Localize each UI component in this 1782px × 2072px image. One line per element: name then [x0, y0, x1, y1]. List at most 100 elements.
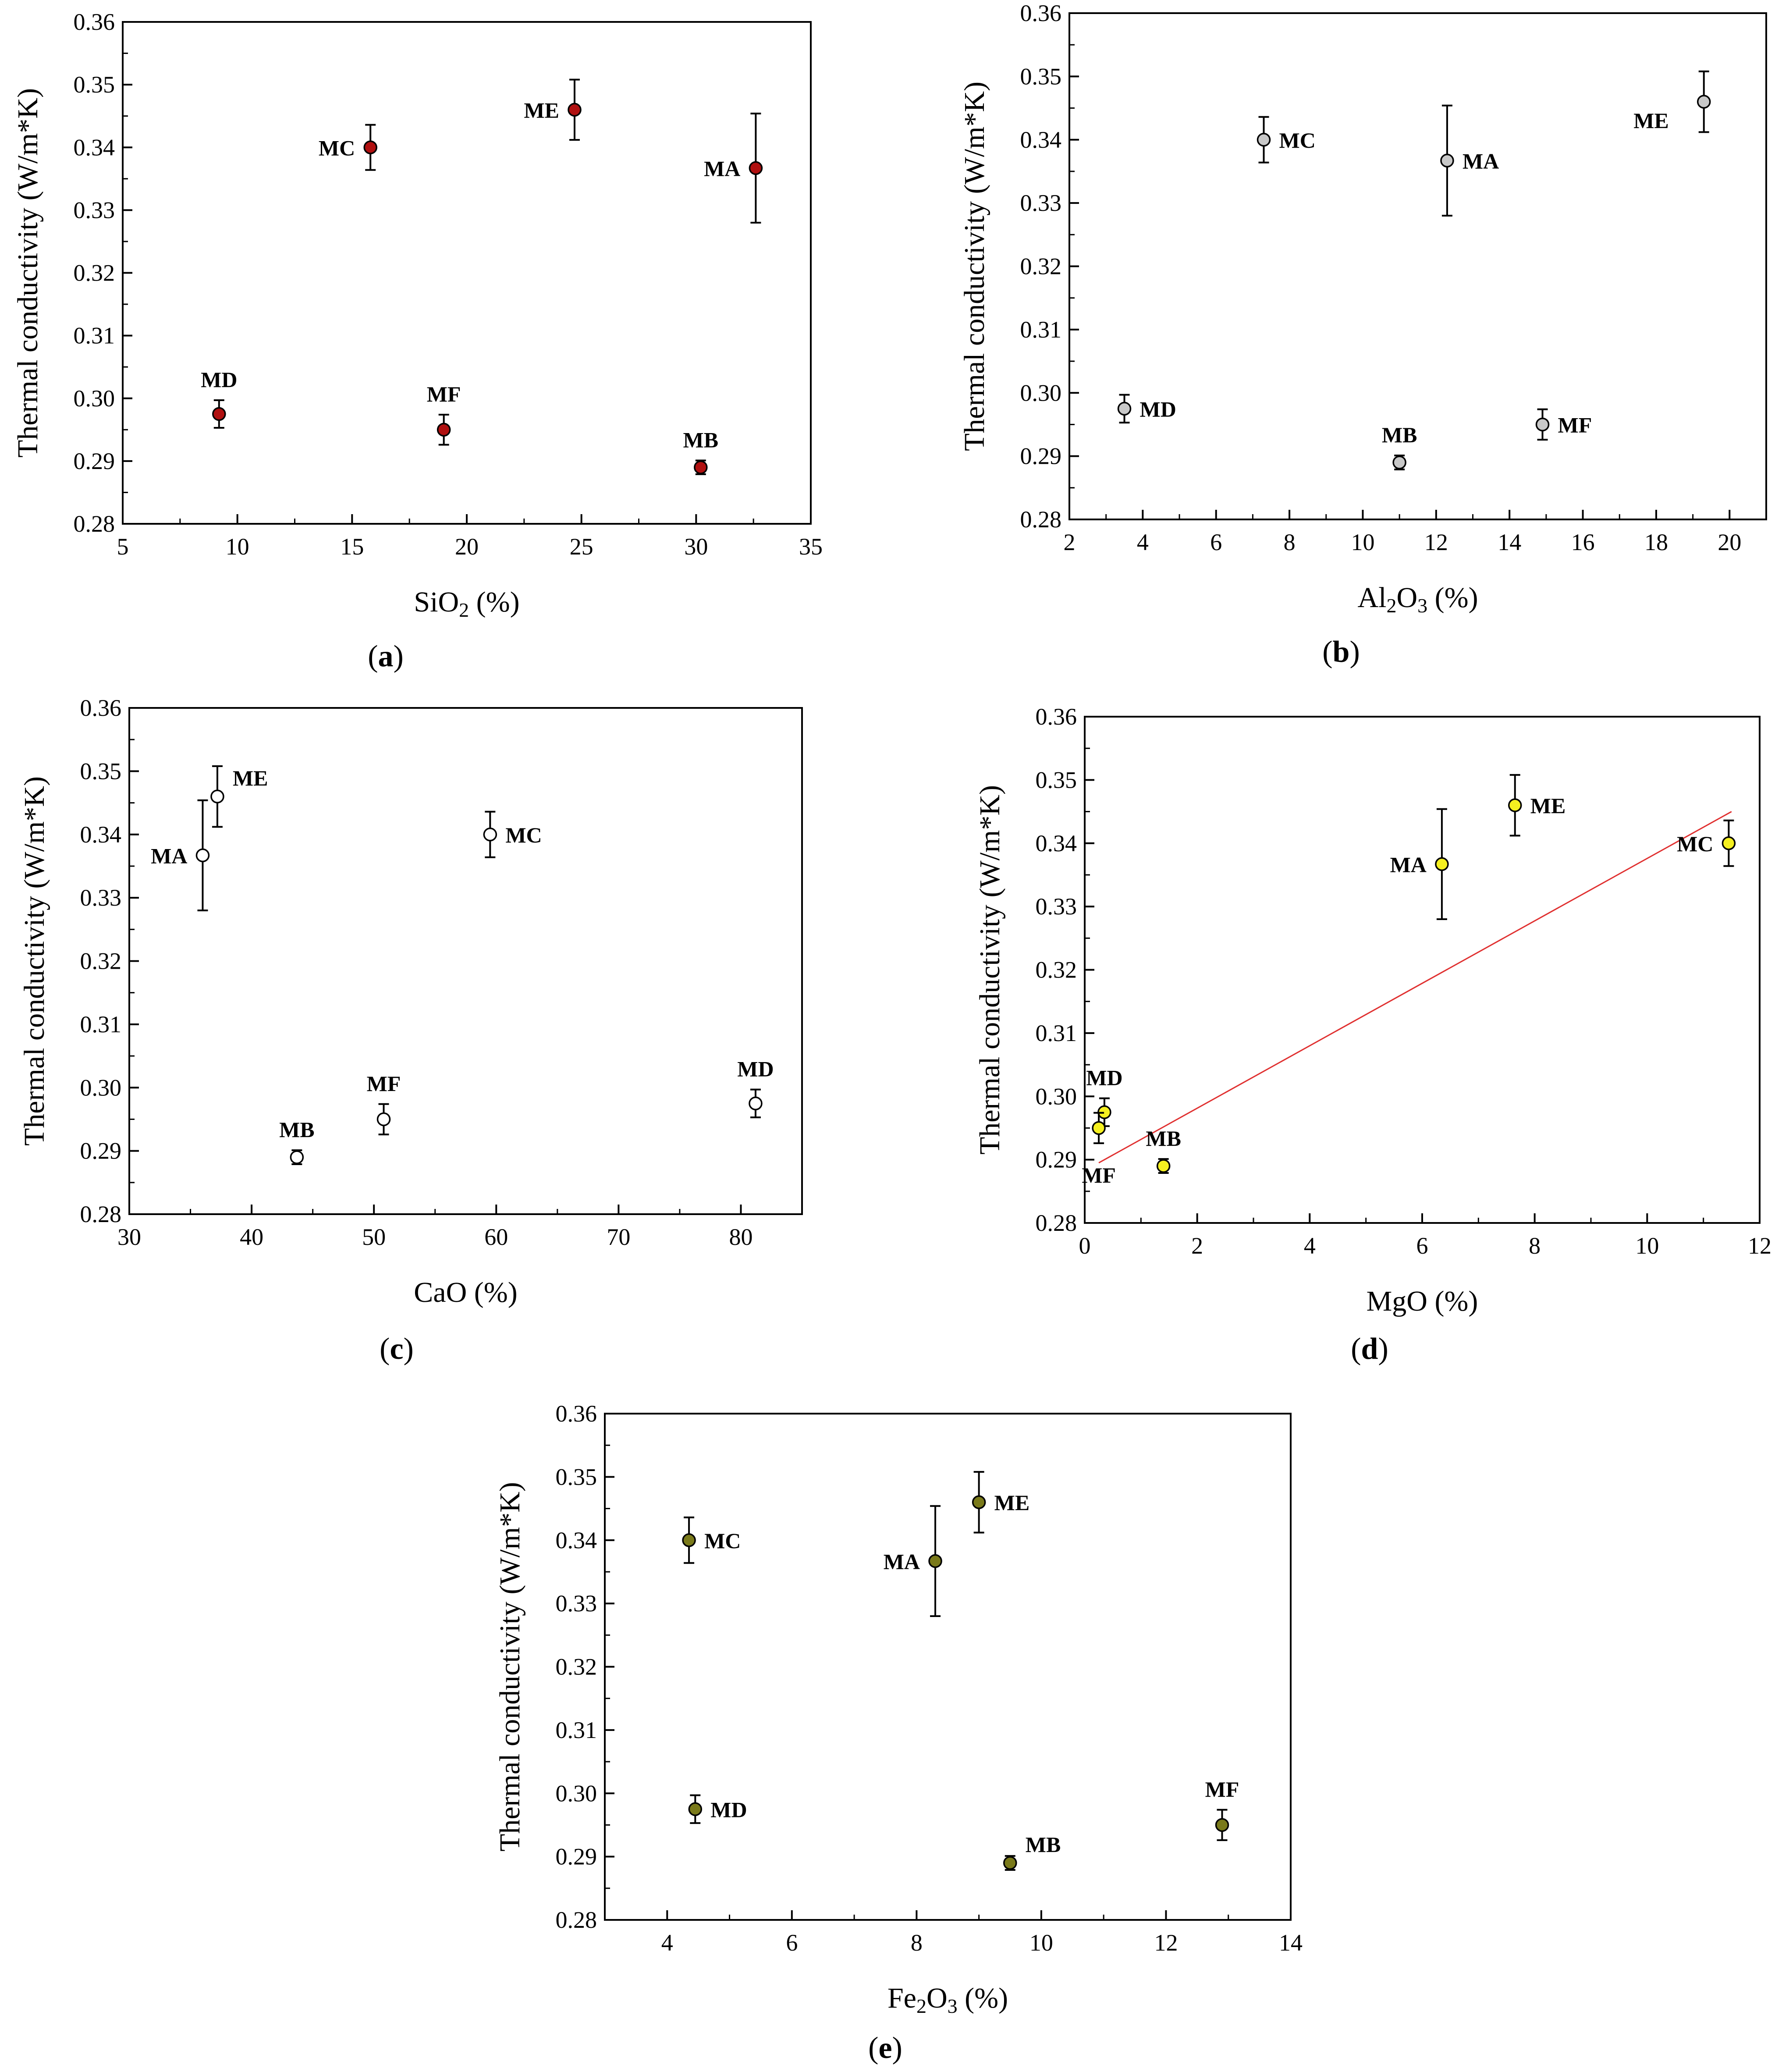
x-tick-label: 30	[684, 533, 708, 560]
point-label: MA	[1390, 852, 1427, 877]
x-tick-label: 35	[799, 533, 823, 560]
y-tick-label: 0.31	[74, 323, 115, 349]
point-label: ME	[1530, 793, 1566, 818]
data-point	[1003, 1856, 1017, 1870]
x-axis-title-part: Fe	[887, 1982, 916, 2014]
x-tick-label: 60	[484, 1224, 508, 1250]
y-tick-label: 0.30	[1020, 380, 1062, 406]
y-tick-label: 0.31	[80, 1011, 122, 1038]
panel-caption-part: (	[380, 1332, 390, 1366]
data-point	[749, 161, 763, 175]
panel-c: 0.28 0.29 0.30 0.31 0.32 0.33 0.34 0.35 0.36 30 40…	[18, 695, 803, 1366]
y-tick-label: 0.28	[74, 511, 115, 537]
panel-caption: (b)	[1322, 635, 1360, 669]
x-tick-label: 18	[1644, 529, 1668, 555]
x-axis-title-part: Al	[1357, 582, 1386, 614]
x-tick-label: 4	[661, 1930, 673, 1956]
x-tick-label: 5	[117, 533, 129, 560]
x-tick-label: 10	[1029, 1930, 1053, 1956]
point-label: ME	[1633, 108, 1669, 133]
y-tick-label: 0.34	[80, 821, 122, 848]
point-label: MA	[1463, 149, 1499, 173]
x-axis-title-subscript: 2	[1386, 594, 1396, 617]
y-tick-label: 0.33	[1020, 190, 1062, 216]
panel-caption-part: (	[368, 640, 378, 673]
y-tick-label: 0.31	[1036, 1020, 1077, 1046]
data-point	[290, 1150, 304, 1164]
y-tick-label: 0.32	[1020, 253, 1062, 280]
y-tick-label: 0.32	[556, 1654, 597, 1680]
y-tick-label: 0.28	[556, 1907, 597, 1933]
data-point	[210, 789, 224, 803]
y-axis-title: Thermal conductivity (W/m*K)	[974, 785, 1006, 1155]
y-tick-label: 0.32	[74, 260, 115, 286]
x-axis-title-part: O	[1396, 582, 1417, 614]
panel-caption: (d)	[1351, 1332, 1388, 1366]
x-tick-label: 30	[117, 1224, 141, 1250]
y-tick-label: 0.30	[1036, 1083, 1077, 1109]
x-axis-title: CaO (%)	[414, 1276, 517, 1308]
y-tick-label: 0.29	[1036, 1147, 1077, 1173]
y-tick-label: 0.29	[556, 1844, 597, 1870]
x-tick-label: 80	[729, 1224, 753, 1250]
point-label: MC	[1279, 128, 1316, 153]
panel-d: 0.28 0.29 0.30 0.31 0.32 0.33 0.34 0.35 0.36 0 2 4 6…	[974, 704, 1771, 1366]
data-point	[437, 423, 451, 437]
point-label: MD	[737, 1057, 774, 1081]
y-tick-label: 0.30	[80, 1074, 122, 1101]
panel-caption: (a)	[368, 640, 404, 673]
y-tick-label: 0.28	[1020, 506, 1062, 533]
data-point	[376, 1112, 391, 1127]
x-tick-label: 4	[1137, 529, 1149, 555]
panel-b: 0.28 0.29 0.30 0.31 0.32 0.33 0.34 0.35 0.36 2 4 6 8…	[958, 0, 1767, 669]
y-tick-label: 0.33	[1036, 893, 1077, 920]
x-tick-label: 0	[1079, 1233, 1091, 1259]
point-label: MA	[704, 156, 740, 181]
data-point	[688, 1802, 703, 1816]
x-tick-label: 14	[1498, 529, 1521, 555]
data-point	[1117, 402, 1132, 416]
point-label: MC	[704, 1528, 741, 1553]
y-tick-label: 0.33	[80, 885, 122, 911]
y-axis-title: Thermal conductivity (W/m*K)	[12, 88, 44, 458]
x-tick-label: 8	[1284, 529, 1296, 555]
data-point	[1697, 95, 1711, 109]
x-tick-label: 14	[1279, 1930, 1303, 1956]
y-tick-label: 0.35	[1036, 767, 1077, 793]
point-label: ME	[233, 766, 268, 790]
x-tick-label: 6	[786, 1930, 798, 1956]
y-tick-label: 0.28	[1036, 1210, 1077, 1236]
x-tick-label: 10	[1351, 529, 1374, 555]
y-axis-title: Thermal conductivity (W/m*K)	[958, 82, 990, 451]
y-tick-label: 0.29	[1020, 443, 1062, 469]
panel-caption-part: a	[378, 640, 394, 673]
x-axis-title-part: (%)	[958, 1982, 1008, 2014]
trendline	[1098, 811, 1732, 1164]
y-tick-label: 0.31	[1020, 316, 1062, 343]
y-tick-label: 0.32	[1036, 957, 1077, 983]
x-axis-title-part: SiO	[414, 586, 459, 618]
data-point	[1508, 798, 1522, 812]
x-tick-label: 4	[1304, 1233, 1316, 1259]
point-label: MF	[427, 382, 461, 406]
y-tick-label: 0.36	[80, 695, 122, 721]
data-point	[694, 460, 708, 474]
point-label: MD	[1086, 1066, 1122, 1090]
data-point	[1435, 857, 1449, 871]
panel-caption-part: c	[390, 1332, 403, 1366]
y-tick-label: 0.36	[1036, 704, 1077, 730]
data-point	[1535, 417, 1550, 432]
y-tick-label: 0.34	[74, 134, 115, 160]
y-tick-label: 0.35	[1020, 63, 1062, 89]
panel-e: 0.28 0.29 0.30 0.31 0.32 0.33 0.34 0.35 0.36 4 6 8 1…	[494, 1400, 1303, 2065]
y-tick-label: 0.36	[74, 9, 115, 35]
x-tick-label: 20	[1718, 529, 1741, 555]
x-axis-title: Al2O3 (%)	[1357, 582, 1478, 617]
y-axis-title: Thermal conductivity (W/m*K)	[18, 776, 50, 1146]
x-axis-title-subscript: 3	[948, 1995, 958, 2017]
x-tick-label: 12	[1154, 1930, 1178, 1956]
x-tick-label: 2	[1191, 1233, 1203, 1259]
data-point	[1257, 133, 1271, 147]
y-tick-label: 0.35	[80, 758, 122, 784]
